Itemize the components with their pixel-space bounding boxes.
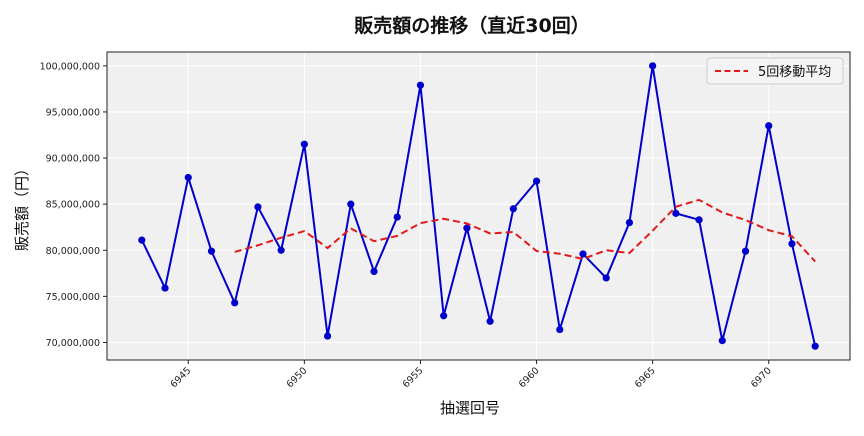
data-point-marker: [416, 81, 425, 89]
x-tick-label: 6955: [401, 365, 426, 390]
y-axis-ticks: 70,000,000 75,000,000 80,000,000 85,000,000…: [40, 61, 107, 349]
x-tick-label: 6950: [285, 365, 310, 390]
data-point-marker: [393, 213, 401, 221]
legend: 5回移動平均: [706, 57, 844, 85]
sales-line: [140, 64, 817, 347]
x-tick-label: 6970: [749, 365, 774, 390]
y-tick-label: 75,000,000: [46, 292, 100, 303]
x-axis-ticks: 6945 6950 6955 6960 6965 6970: [169, 360, 774, 390]
data-point-marker: [254, 203, 262, 211]
legend-label-moving-average: 5回移動平均: [758, 65, 831, 80]
y-tick-label: 100,000,000: [40, 61, 100, 72]
plot-area: [107, 52, 850, 360]
x-tick-label: 6960: [517, 365, 542, 390]
series-layer: [138, 62, 819, 350]
data-point-marker: [602, 274, 610, 282]
data-point-marker: [161, 284, 169, 292]
data-point-marker: [277, 246, 285, 254]
data-point-marker: [765, 122, 773, 130]
data-point-marker: [138, 236, 146, 244]
y-tick-label: 70,000,000: [46, 338, 100, 349]
legend-box: [706, 57, 844, 85]
data-point-marker: [556, 325, 564, 334]
data-point-marker: [231, 299, 239, 307]
data-point-marker: [323, 332, 332, 340]
data-point-marker: [625, 218, 634, 227]
data-point-marker: [207, 247, 216, 255]
data-point-marker: [347, 200, 355, 208]
data-point-marker: [370, 267, 378, 276]
x-tick-label: 6945: [169, 365, 194, 390]
data-point-marker: [509, 205, 517, 213]
data-point-marker: [788, 240, 796, 248]
data-point-marker: [486, 317, 494, 325]
data-point-marker: [649, 62, 657, 70]
data-point-marker: [811, 342, 819, 350]
y-tick-label: 90,000,000: [46, 154, 100, 165]
data-point-marker: [184, 173, 192, 182]
data-point-marker: [440, 312, 448, 320]
chart-title: 販売額の推移（直近30回）: [354, 14, 589, 37]
y-tick-label: 95,000,000: [46, 107, 100, 118]
y-axis-label: 販売額（円）: [13, 161, 31, 251]
data-point-marker: [579, 250, 587, 258]
data-point-marker: [741, 247, 750, 255]
data-point-marker: [300, 140, 308, 148]
data-point-marker: [695, 216, 703, 224]
y-tick-label: 85,000,000: [46, 200, 100, 211]
data-point-marker: [718, 337, 726, 345]
plot-frame: [106, 51, 851, 361]
moving-average-line: [234, 198, 816, 263]
x-tick-label: 6965: [633, 365, 658, 390]
x-axis-label: 抽選回号: [440, 399, 500, 417]
data-point-marker: [672, 209, 680, 217]
data-point-marker: [463, 224, 471, 232]
y-tick-label: 80,000,000: [46, 246, 100, 257]
data-point-marker: [532, 177, 541, 185]
